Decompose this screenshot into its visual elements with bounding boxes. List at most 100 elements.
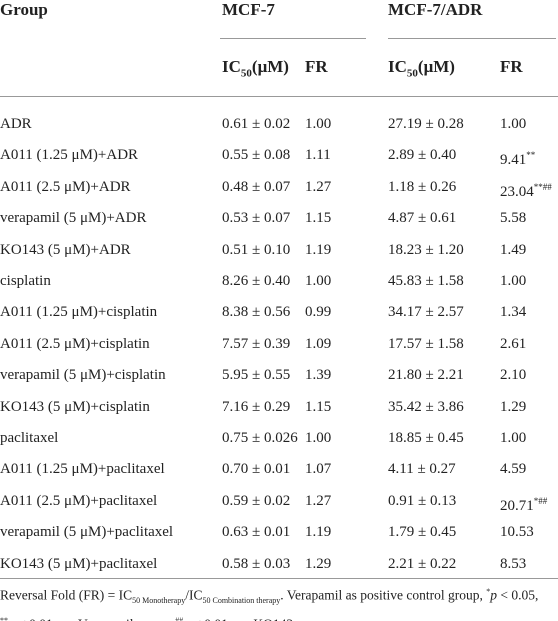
cell: 2.21 ± 0.22 bbox=[388, 555, 457, 572]
cell: 0.48 ± 0.07 bbox=[222, 178, 291, 195]
row-label: cisplatin bbox=[0, 273, 51, 289]
cell: 7.57 ± 0.39 bbox=[222, 335, 291, 352]
group-header: Group bbox=[0, 0, 48, 19]
cell: 34.17 ± 2.57 bbox=[388, 304, 464, 321]
cell: 0.51 ± 0.10 bbox=[222, 241, 291, 258]
cell: 27.19 ± 0.28 bbox=[388, 116, 464, 132]
cell-sup: *## bbox=[533, 495, 548, 506]
cell: 45.83 ± 1.58 bbox=[388, 273, 464, 289]
column-header-sub: 50 bbox=[240, 67, 252, 80]
footnote-part: p bbox=[8, 617, 15, 621]
footnote-part: * bbox=[486, 587, 491, 596]
cell: 35.42 ± 3.86 bbox=[388, 398, 464, 415]
footnote: Reversal Fold (FR) = IC50 Monotherapy/IC… bbox=[0, 582, 556, 621]
row-label: ADR bbox=[0, 116, 32, 132]
row-label: A011 (1.25 μM)+paclitaxel bbox=[0, 461, 165, 478]
cell: 1.19 bbox=[305, 241, 332, 258]
cell: 8.38 ± 0.56 bbox=[222, 304, 291, 321]
row-label: A011 (1.25 μM)+cisplatin bbox=[0, 304, 158, 321]
column-header-suffix: (μM) bbox=[417, 57, 455, 76]
footnote-part: < 0.05, bbox=[496, 587, 539, 603]
row-label: A011 (1.25 μM)+ADR bbox=[0, 147, 139, 164]
column-header-sub: 50 bbox=[406, 67, 418, 80]
cell: 0.75 ± 0.026 bbox=[222, 430, 298, 446]
cell: 0.61 ± 0.02 bbox=[222, 116, 291, 132]
cell: 7.16 ± 0.29 bbox=[222, 398, 291, 415]
row-label: A011 (2.5 μM)+cisplatin bbox=[0, 335, 150, 352]
footnote-part: < 0.01, vs. Verapamil group, bbox=[15, 617, 175, 621]
cell: 0.99 bbox=[305, 304, 332, 321]
row-label: KO143 (5 μM)+ADR bbox=[0, 241, 131, 258]
cell: 1.00 bbox=[305, 116, 332, 132]
cell: 1.00 bbox=[500, 116, 527, 132]
cell-group-header: MCF-7 bbox=[222, 0, 275, 19]
cell: 18.85 ± 0.45 bbox=[388, 430, 464, 446]
column-header: IC50(μM) bbox=[222, 57, 289, 83]
cell: 17.57 ± 1.58 bbox=[388, 335, 464, 352]
cell: 0.58 ± 0.03 bbox=[222, 555, 291, 572]
cell-text: 20.71 bbox=[500, 497, 534, 514]
cell: 0.63 ± 0.01 bbox=[222, 524, 291, 541]
cell: 2.61 bbox=[500, 335, 527, 352]
cell: 5.58 bbox=[500, 210, 527, 227]
cell: 1.49 bbox=[500, 241, 527, 258]
row-label: verapamil (5 μM)+ADR bbox=[0, 210, 147, 227]
cell-sup: ** bbox=[526, 150, 536, 161]
footnote-part: /IC bbox=[185, 587, 203, 603]
row-label: verapamil (5 μM)+paclitaxel bbox=[0, 524, 174, 541]
cell: 1.29 bbox=[305, 555, 332, 572]
footnote-part: p bbox=[183, 617, 190, 621]
cell: 0.91 ± 0.13 bbox=[388, 492, 457, 509]
cell: 1.00 bbox=[305, 430, 332, 446]
cell: 1.18 ± 0.26 bbox=[388, 178, 457, 195]
cell: 2.89 ± 0.40 bbox=[388, 147, 457, 164]
row-label: verapamil (5 μM)+cisplatin bbox=[0, 367, 166, 384]
cell: 1.29 bbox=[500, 398, 527, 415]
cell: 9.41** bbox=[500, 145, 535, 170]
cell-text: 9.41 bbox=[500, 152, 527, 169]
column-header: IC50(μM) bbox=[388, 57, 455, 83]
footnote-part: p bbox=[490, 587, 497, 603]
cell: 5.95 ± 0.55 bbox=[222, 367, 291, 384]
cell: 1.27 bbox=[305, 178, 332, 195]
row-label: A011 (2.5 μM)+paclitaxel bbox=[0, 492, 158, 509]
cell-group-header: MCF-7/ADR bbox=[388, 0, 483, 19]
cell: 0.59 ± 0.02 bbox=[222, 492, 291, 509]
cell: 1.11 bbox=[305, 147, 331, 164]
rule bbox=[0, 578, 558, 579]
cell: 21.80 ± 2.21 bbox=[388, 367, 464, 384]
cell: 0.53 ± 0.07 bbox=[222, 210, 291, 227]
cell: 8.53 bbox=[500, 555, 527, 572]
cell: 20.71*## bbox=[500, 491, 547, 516]
cell: 1.00 bbox=[305, 273, 332, 289]
cell: 4.59 bbox=[500, 461, 527, 478]
cell: 23.04**## bbox=[500, 177, 552, 202]
column-header: FR bbox=[305, 57, 328, 76]
footnote-part: . Verapamil as positive control group, bbox=[280, 587, 487, 603]
cell: 1.00 bbox=[500, 273, 527, 289]
footnote-part: < 0.01, vs. KO143 group. bbox=[190, 617, 331, 621]
rule bbox=[388, 38, 556, 39]
cell: 4.11 ± 0.27 bbox=[388, 461, 456, 478]
cell: 18.23 ± 1.20 bbox=[388, 241, 464, 258]
footnote-part: Reversal Fold (FR) = IC bbox=[0, 587, 133, 603]
footnote-part: 50 Monotherapy bbox=[132, 596, 186, 606]
cell: 1.39 bbox=[305, 367, 332, 384]
cell: 1.07 bbox=[305, 461, 332, 478]
cell: 1.09 bbox=[305, 335, 332, 352]
cell: 8.26 ± 0.40 bbox=[222, 273, 291, 289]
cell: 1.15 bbox=[305, 398, 332, 415]
cell: 1.27 bbox=[305, 492, 332, 509]
footnote-part: ** bbox=[0, 616, 8, 621]
cell-sup: **## bbox=[533, 181, 552, 192]
cell: 0.55 ± 0.08 bbox=[222, 147, 291, 164]
footnote-part: 50 Combination therapy bbox=[202, 596, 281, 606]
row-label: KO143 (5 μM)+cisplatin bbox=[0, 398, 150, 415]
row-label: paclitaxel bbox=[0, 430, 59, 446]
column-header-suffix: (μM) bbox=[251, 57, 289, 76]
column-header: FR bbox=[500, 57, 523, 76]
row-label: KO143 (5 μM)+paclitaxel bbox=[0, 555, 158, 572]
cell: 1.79 ± 0.45 bbox=[388, 524, 457, 541]
cell: 1.19 bbox=[305, 524, 332, 541]
